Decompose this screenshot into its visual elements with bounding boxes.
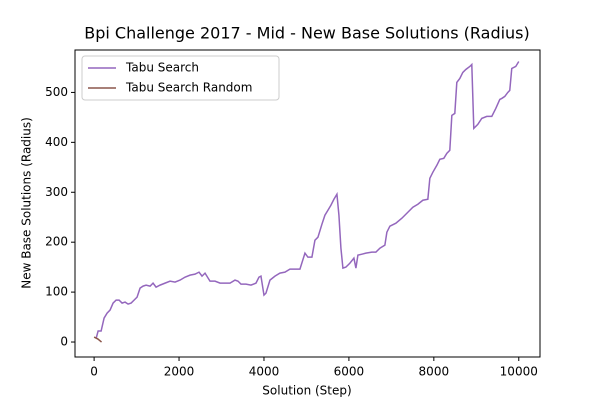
plot-frame	[74, 49, 541, 358]
series-line	[93, 336, 103, 343]
y-tick-label: 200	[45, 235, 68, 249]
legend-box	[81, 55, 280, 101]
y-axis-label: New Base Solutions (Radius)	[20, 117, 34, 289]
x-tick-label: 10000	[500, 365, 538, 379]
y-tick-label: 400	[45, 135, 68, 149]
series-line	[95, 61, 520, 339]
x-tick-label: 8000	[419, 365, 450, 379]
y-tick-label: 500	[45, 85, 68, 99]
x-axis-label: Solution (Step)	[262, 384, 351, 398]
x-tick-label: 4000	[249, 365, 280, 379]
x-tick-label: 2000	[164, 365, 195, 379]
x-tick-label: 0	[90, 365, 98, 379]
legend-label: Tabu Search	[125, 61, 199, 75]
legend-label: Tabu Search Random	[125, 81, 252, 95]
chart-title: Bpi Challenge 2017 - Mid - New Base Solu…	[84, 24, 530, 43]
y-tick-label: 100	[45, 285, 68, 299]
y-tick-label: 0	[60, 335, 68, 349]
y-tick-label: 300	[45, 185, 68, 199]
x-tick-label: 6000	[334, 365, 365, 379]
